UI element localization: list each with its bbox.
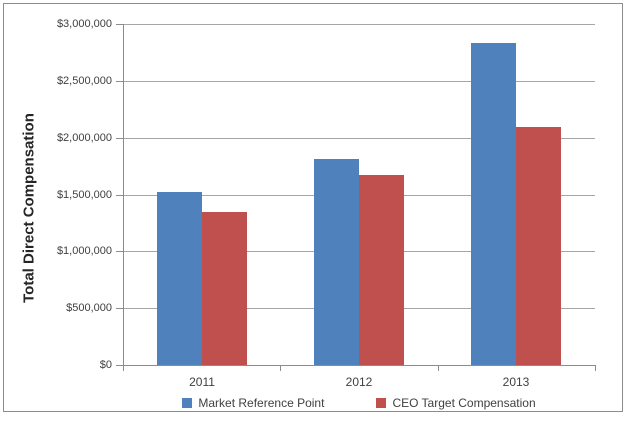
- bar-market-reference-point-2012: [314, 159, 359, 365]
- legend-label: CEO Target Compensation: [392, 396, 536, 410]
- bar-market-reference-point-2013: [471, 43, 516, 365]
- gridline: [124, 138, 595, 139]
- x-axis-tick: [280, 365, 281, 371]
- bar-ceo-target-compensation-2011: [202, 212, 247, 365]
- bar-market-reference-point-2011: [157, 192, 202, 365]
- y-axis-tick-label: $3,000,000: [56, 18, 112, 30]
- legend-swatch-icon: [182, 398, 193, 408]
- y-axis-tick: [116, 81, 123, 82]
- y-axis-tick: [116, 195, 123, 196]
- legend-swatch-icon: [376, 398, 387, 408]
- x-axis-tick: [123, 365, 124, 371]
- chart-border: [3, 3, 623, 412]
- bar-ceo-target-compensation-2012: [359, 175, 404, 365]
- x-axis-tick: [438, 365, 439, 371]
- y-axis-tick: [116, 251, 123, 252]
- bar-ceo-target-compensation-2013: [516, 127, 561, 365]
- x-axis-line: [123, 365, 596, 366]
- x-axis-category-label: 2012: [345, 375, 373, 389]
- y-axis-line: [123, 24, 124, 366]
- gridline: [124, 24, 595, 25]
- y-axis-tick-label: $1,000,000: [56, 245, 112, 257]
- x-axis-category-label: 2013: [502, 375, 530, 389]
- y-axis-tick-label: $500,000: [66, 302, 112, 314]
- x-axis-tick: [595, 365, 596, 371]
- gridline: [124, 81, 595, 82]
- y-axis-tick-label: $2,000,000: [56, 132, 112, 144]
- legend: Market Reference Point CEO Target Compens…: [123, 396, 595, 410]
- y-axis-tick-label: $0: [99, 359, 112, 371]
- y-axis-tick: [116, 365, 123, 366]
- legend-item-ceo-target-compensation: CEO Target Compensation: [376, 396, 536, 410]
- x-axis-category-label: 2011: [189, 375, 215, 389]
- y-axis-tick: [116, 24, 123, 25]
- y-axis-tick: [116, 308, 123, 309]
- y-axis-tick-label: $2,500,000: [56, 75, 112, 87]
- legend-item-market-reference-point: Market Reference Point: [182, 396, 324, 410]
- y-axis-tick: [116, 138, 123, 139]
- legend-label: Market Reference Point: [198, 396, 325, 410]
- y-axis-tick-label: $1,500,000: [56, 189, 112, 201]
